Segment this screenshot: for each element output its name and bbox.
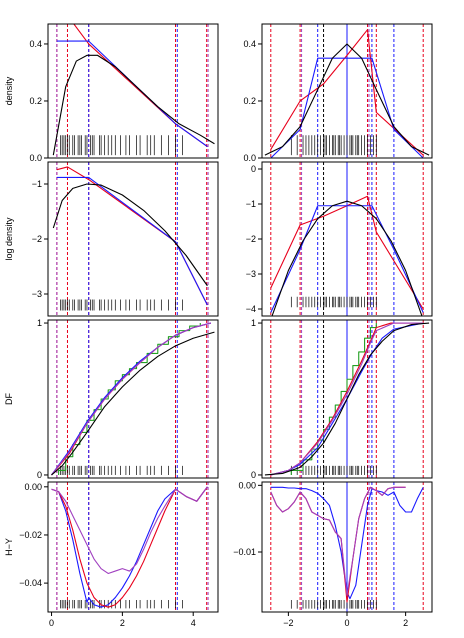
plot-area [51, 320, 215, 478]
y-tick-label: −0.04 [19, 578, 42, 588]
panel-logdensity-left: −3 −2 −1 log density [4, 161, 219, 317]
series-blue [51, 486, 208, 608]
y-tick-label: 0.4 [29, 39, 42, 49]
series-blue [56, 176, 208, 306]
plot-area [52, 24, 215, 158]
x-tick-label: −2 [283, 618, 293, 628]
plot-area [51, 482, 209, 612]
plot-area [270, 162, 424, 316]
x-tick-label: 2 [403, 618, 408, 628]
panel-frame [47, 23, 219, 159]
y-axis-label: DF [4, 393, 14, 405]
series-blue [270, 486, 424, 600]
y-tick-label: 0.00 [24, 482, 42, 492]
plot-area [264, 320, 430, 478]
series-purple [51, 322, 212, 476]
panel-logdensity-right: −4 −3 −2 −1 0 [246, 161, 433, 317]
y-tick-label: −2 [32, 234, 42, 244]
y-tick-label: 0 [251, 470, 256, 480]
panel-density-right: 0.0 0.2 0.4 [243, 23, 433, 163]
y-tick-label: −2 [246, 234, 256, 244]
series-red [270, 486, 406, 603]
y-tick-label: 0.0 [29, 153, 42, 163]
y-tick-label: −3 [246, 269, 256, 279]
y-tick-label: 0 [37, 470, 42, 480]
series-red [51, 486, 208, 608]
panel-frame [47, 319, 219, 479]
y-tick-label: 0.2 [29, 96, 42, 106]
y-tick-label: −3 [32, 289, 42, 299]
panel-df-right: 01 [251, 318, 433, 480]
y-tick-label: 0.2 [243, 96, 256, 106]
y-tick-label: −0.02 [19, 530, 42, 540]
series-red [51, 322, 212, 476]
plot-area [264, 24, 430, 158]
plot-area [52, 162, 209, 316]
series-purple [51, 486, 208, 575]
y-tick-label: 0 [251, 164, 256, 174]
y-tick-label: 1 [251, 318, 256, 328]
panel-frame [47, 161, 219, 317]
series-green [58, 323, 201, 475]
y-tick-label: −1 [246, 199, 256, 209]
series-purple [270, 486, 406, 596]
y-tick-label: −0.01 [233, 547, 256, 557]
panel-frame [261, 23, 433, 159]
y-axis-label: H−Y [4, 538, 14, 556]
panel-frame [47, 481, 219, 613]
y-axis-label: log density [4, 217, 14, 261]
series-blue [51, 322, 212, 476]
series-blue [56, 40, 208, 148]
x-tick-label: 2 [120, 618, 125, 628]
series-green [290, 323, 377, 475]
panel-hy-left: −0.04 −0.02 0.00 0 2 4 H−Y [4, 481, 219, 628]
series-red [56, 166, 208, 306]
series-black [51, 331, 215, 476]
x-tick-label: 0 [49, 618, 54, 628]
x-tick-label: 0 [344, 618, 349, 628]
y-axis-label: density [4, 76, 14, 105]
series-black [271, 200, 423, 316]
series-black [52, 54, 215, 156]
y-tick-label: 0.4 [243, 39, 256, 49]
y-tick-label: −4 [246, 304, 256, 314]
panel-density-left: 0.0 0.2 0.4 density [4, 23, 219, 163]
y-tick-label: 0.00 [238, 480, 256, 490]
plot-area [270, 482, 424, 612]
series-black [52, 183, 208, 287]
series-black [264, 43, 430, 156]
series-purple [270, 322, 424, 476]
panel-hy-right: −0.01 0.00 −2 0 2 [233, 480, 433, 628]
panel-df-left: 0 1 DF [4, 318, 219, 480]
panel-frame [261, 319, 433, 479]
y-tick-label: −1 [32, 179, 42, 189]
series-black [264, 322, 430, 476]
series-red [270, 29, 424, 156]
x-tick-label: 4 [191, 618, 196, 628]
y-tick-label: 0.0 [243, 153, 256, 163]
series-blue [270, 57, 424, 158]
y-tick-label: 1 [37, 318, 42, 328]
series-blue [270, 205, 424, 313]
